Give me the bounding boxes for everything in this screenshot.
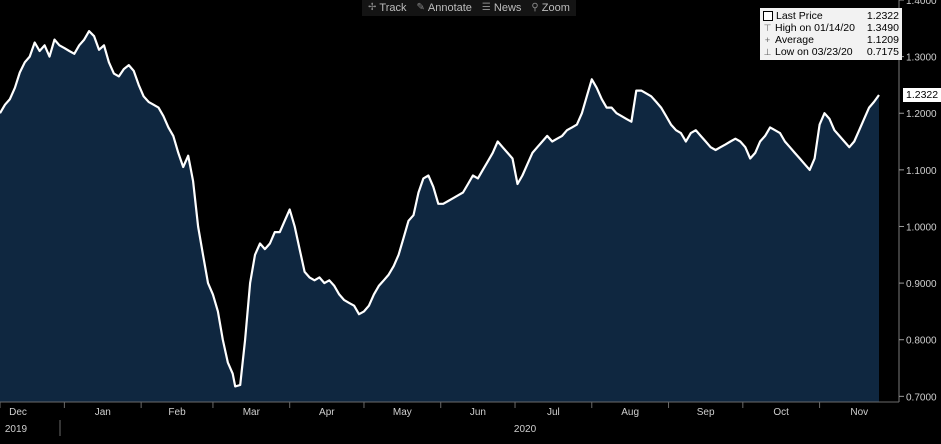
legend-avg-value: 1.1209 bbox=[866, 34, 899, 46]
last-price-swatch-icon bbox=[763, 11, 773, 21]
legend-row-low: ⊥ Low on 03/23/20 0.7175 bbox=[763, 46, 899, 58]
pencil-icon: ✎ bbox=[416, 2, 425, 13]
average-marker-icon: + bbox=[764, 35, 771, 45]
track-label: Track bbox=[379, 2, 407, 14]
legend-row-high: ⊤ High on 01/14/20 1.3490 bbox=[763, 22, 899, 34]
y-tick-label: 1.1000 bbox=[906, 166, 937, 177]
x-tick-label: Aug bbox=[621, 407, 639, 418]
x-tick-label: Oct bbox=[773, 407, 789, 418]
x-tick-label: Feb bbox=[168, 407, 186, 418]
y-tick-label: 0.8000 bbox=[906, 336, 937, 347]
annotate-label: Annotate bbox=[427, 2, 472, 14]
y-tick-label: 1.0000 bbox=[906, 222, 937, 233]
x-tick-label: Nov bbox=[850, 407, 868, 418]
x-tick-label: Apr bbox=[319, 407, 335, 418]
x-tick-label: Jan bbox=[95, 407, 111, 418]
annotate-button[interactable]: ✎ Annotate bbox=[416, 0, 471, 16]
x-tick-label: May bbox=[393, 407, 412, 418]
crosshair-icon: ✢ bbox=[368, 2, 377, 13]
track-button[interactable]: ✢ Track bbox=[368, 0, 406, 16]
x-year-label: 2019 bbox=[5, 424, 28, 435]
news-label: News bbox=[493, 2, 522, 14]
x-tick-label: Dec bbox=[9, 407, 27, 418]
legend-last-label: Last Price bbox=[776, 10, 823, 22]
zoom-button[interactable]: ⚲ Zoom bbox=[531, 0, 569, 16]
y-tick-label: 1.3000 bbox=[906, 53, 937, 64]
legend-high-label: High on 01/14/20 bbox=[775, 22, 855, 34]
zoom-label: Zoom bbox=[541, 2, 570, 14]
legend-row-average: + Average 1.1209 bbox=[763, 34, 899, 46]
legend-low-label: Low on 03/23/20 bbox=[775, 46, 853, 58]
chart-toolbar: ✢ Track ✎ Annotate ☰ News ⚲ Zoom bbox=[362, 0, 576, 16]
x-tick-label: Sep bbox=[697, 407, 715, 418]
y-tick-label: 1.2000 bbox=[906, 109, 937, 120]
x-tick-label: Mar bbox=[243, 407, 261, 418]
x-tick-label: Jul bbox=[547, 407, 560, 418]
price-line bbox=[0, 30, 880, 388]
y-tick-label: 1.4000 bbox=[906, 0, 937, 7]
news-button[interactable]: ☰ News bbox=[482, 0, 521, 16]
low-marker-icon: ⊥ bbox=[763, 47, 772, 57]
legend-low-value: 0.7175 bbox=[866, 46, 899, 58]
news-icon: ☰ bbox=[481, 2, 491, 13]
price-area bbox=[0, 31, 879, 402]
x-tick-label: Jun bbox=[470, 407, 486, 418]
y-tick-label: 0.7000 bbox=[906, 392, 937, 403]
last-price-badge: 1.2322 bbox=[903, 88, 941, 102]
x-year-label: 2020 bbox=[514, 424, 537, 435]
high-marker-icon: ⊤ bbox=[763, 23, 772, 33]
legend-last-value: 1.2322 bbox=[866, 10, 899, 22]
legend-avg-label: Average bbox=[775, 34, 814, 46]
legend-row-last: Last Price 1.2322 bbox=[763, 10, 899, 22]
y-tick-label: 0.9000 bbox=[906, 279, 937, 290]
chart-legend[interactable]: Last Price 1.2322 ⊤ High on 01/14/20 1.34… bbox=[760, 8, 902, 60]
legend-high-value: 1.3490 bbox=[866, 22, 899, 34]
zoom-icon: ⚲ bbox=[531, 2, 539, 13]
